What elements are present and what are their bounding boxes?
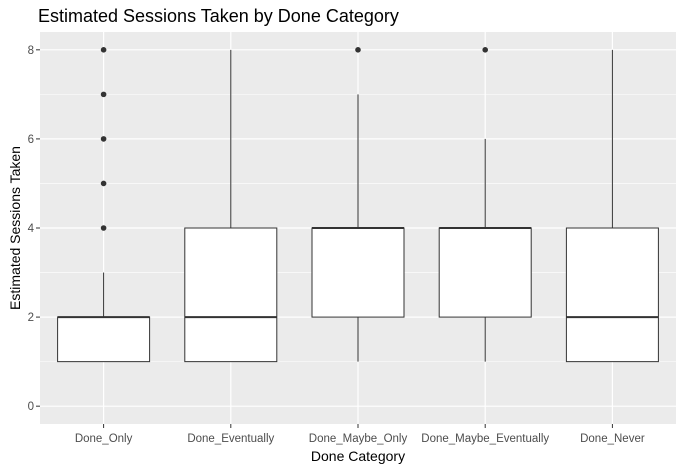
box-Done_Eventually <box>184 49 278 363</box>
x-axis-ticks: Done_Only Done_Eventually Done_Maybe_Only D… <box>75 424 645 445</box>
x-tick-label: Done_Maybe_Only <box>309 433 408 445</box>
box-iqr <box>184 227 278 363</box>
x-tick-label: Done_Only <box>75 433 133 445</box>
box-iqr <box>57 316 151 363</box>
x-axis-title: Done Category <box>311 448 405 464</box>
y-tick-label: 8 <box>28 45 34 57</box>
x-tick-label: Done_Never <box>580 433 645 445</box>
y-tick-label: 6 <box>28 134 34 146</box>
outlier-point <box>100 136 107 142</box>
box-iqr <box>311 227 405 318</box>
x-tick-label: Done_Maybe_Eventually <box>421 433 549 445</box>
box-Done_Only <box>57 47 151 363</box>
box-iqr <box>565 227 659 363</box>
x-tick-label: Done_Eventually <box>187 433 274 445</box>
box-Done_Never <box>565 49 659 363</box>
outlier-point <box>100 91 107 98</box>
box-Done_Maybe_Eventually <box>438 47 532 362</box>
y-axis-title: Estimated Sessions Taken <box>7 146 23 310</box>
outlier-point <box>100 180 107 187</box>
outlier-point <box>100 225 107 231</box>
box-Done_Maybe_Only <box>311 47 405 362</box>
y-tick-label: 0 <box>28 401 34 413</box>
y-tick-label: 4 <box>28 223 35 235</box>
outlier-point <box>100 47 107 53</box>
y-axis-ticks: 0 2 4 6 8 <box>28 45 40 413</box>
boxes <box>57 47 659 363</box>
y-tick-label: 2 <box>28 312 34 324</box>
outlier-point <box>355 47 361 53</box>
box-iqr <box>438 227 532 318</box>
chart-title: Estimated Sessions Taken by Done Categor… <box>38 6 399 26</box>
outlier-point <box>482 47 489 53</box>
